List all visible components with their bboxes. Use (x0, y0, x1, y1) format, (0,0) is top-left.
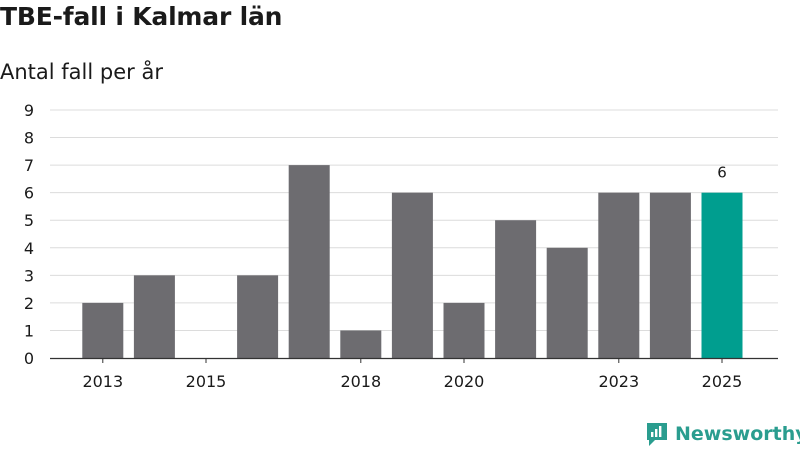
bar (288, 165, 330, 358)
bar (546, 247, 588, 358)
bar (649, 192, 691, 358)
bar (443, 302, 485, 358)
y-tick-label: 6 (24, 184, 34, 203)
bars (82, 165, 743, 358)
bar (391, 192, 433, 358)
x-tick-label: 2013 (82, 372, 123, 391)
x-axis: 2013 2015 2018 2020 2023 2025 (50, 357, 778, 391)
x-tick-label: 2018 (340, 372, 381, 391)
y-tick-label: 2 (24, 294, 34, 313)
y-tick-label: 8 (24, 129, 34, 148)
data-label: 6 (717, 164, 727, 182)
y-tick-label: 5 (24, 211, 34, 230)
y-tick-label: 9 (24, 101, 34, 120)
data-labels: 6 (717, 164, 727, 182)
brand-name: Newsworthy (675, 423, 800, 445)
newsworthy-brand[interactable]: Newsworthy (645, 420, 800, 448)
chart-subtitle: Antal fall per år (0, 60, 163, 84)
newsworthy-logo-icon (647, 423, 667, 446)
y-tick-label: 4 (24, 239, 34, 258)
bar (82, 302, 124, 358)
bar (495, 220, 537, 358)
bar (237, 275, 279, 358)
y-tick-label: 3 (24, 266, 34, 285)
bar (340, 330, 382, 358)
y-tick-label: 1 (24, 321, 34, 340)
chart-title: TBE-fall i Kalmar län (0, 2, 283, 31)
y-tick-label: 7 (24, 156, 34, 175)
bar (598, 192, 640, 358)
x-tick-label: 2020 (444, 372, 485, 391)
x-tick-label: 2023 (598, 372, 639, 391)
bar (133, 275, 175, 358)
y-tick-label: 0 (24, 349, 34, 368)
x-tick-label: 2025 (702, 372, 743, 391)
bar (701, 192, 743, 358)
x-tick-label: 2015 (186, 372, 227, 391)
y-axis-tick-labels: 0 1 2 3 4 5 6 7 8 9 (24, 101, 34, 368)
